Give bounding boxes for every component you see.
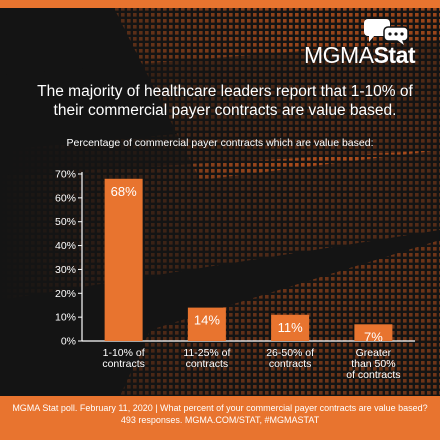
- y-tick-label: 60%: [55, 192, 76, 204]
- y-tick-label: 10%: [55, 312, 76, 324]
- y-tick-label: 0%: [61, 336, 76, 348]
- bar: [187, 307, 226, 341]
- chart-title: Percentage of commercial payer contracts…: [66, 137, 374, 149]
- logo-prefix: MGMA: [304, 42, 374, 68]
- top-accent-bar: [0, 0, 440, 8]
- bar-data-label: 7%: [364, 329, 383, 344]
- x-category-label: contracts: [186, 358, 229, 370]
- bar-data-label: 68%: [111, 184, 137, 199]
- y-tick-label: 20%: [55, 288, 76, 300]
- x-category-label: 1-10% of: [103, 347, 145, 359]
- x-category-label: contracts: [269, 358, 312, 370]
- headline: The majority of healthcare leaders repor…: [37, 83, 413, 119]
- y-tick-label: 30%: [55, 264, 76, 276]
- bar: [354, 324, 393, 341]
- x-category-label: Greater: [356, 347, 392, 359]
- bar: [104, 178, 143, 341]
- x-category-label: than 50%: [351, 358, 395, 370]
- footer-bar: MGMA Stat poll. February 11, 2020 | What…: [0, 396, 440, 440]
- y-tick-label: 40%: [55, 240, 76, 252]
- mgma-stat-logo: MGMAStat: [304, 18, 426, 70]
- bar-data-label: 11%: [278, 320, 303, 335]
- footer-responses: 493 responses. MGMA.COM/STAT, #MGMASTAT: [120, 415, 320, 425]
- x-category-label: contracts: [102, 358, 145, 370]
- footer-source: MGMA Stat poll. February 11, 2020 | What…: [12, 403, 428, 413]
- logo-suffix: Stat: [373, 42, 416, 68]
- y-tick-label: 70%: [55, 169, 76, 181]
- x-category-label: 11-25% of: [183, 347, 230, 359]
- x-category-label: 26-50% of: [266, 347, 314, 359]
- x-category-label: of contracts: [346, 369, 400, 381]
- bar: [271, 314, 310, 341]
- chat-bubbles-icon: [364, 19, 409, 45]
- y-tick-label: 50%: [55, 216, 76, 228]
- bar-data-label: 14%: [194, 313, 220, 328]
